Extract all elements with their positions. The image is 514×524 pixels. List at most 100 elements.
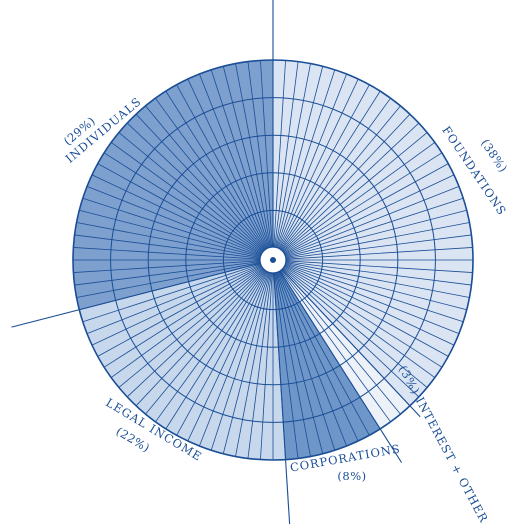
grid-spoke <box>285 222 470 258</box>
grid-spoke <box>285 209 467 258</box>
grid-spoke <box>110 142 263 253</box>
grid-spoke <box>187 271 268 442</box>
grid-spoke <box>284 265 455 346</box>
grid-spoke <box>280 97 391 250</box>
grid-spoke <box>247 272 272 459</box>
grid-spoke <box>280 269 401 415</box>
grid-spoke <box>74 234 261 259</box>
grid-spoke <box>86 264 262 334</box>
grid-spoke <box>275 63 311 248</box>
slice-value-label-corporations: (8%) <box>337 469 366 483</box>
slice-value-label-foundations: (38%) <box>478 136 510 175</box>
grid-spoke <box>285 197 464 257</box>
grid-spoke <box>276 69 336 248</box>
leader-lines <box>11 0 421 524</box>
center-dot <box>270 257 276 263</box>
slice-boundary-line <box>11 262 261 328</box>
grid-spoke <box>118 132 264 253</box>
grid-spoke <box>278 78 359 249</box>
grid-spoke <box>199 271 269 447</box>
grid-spoke <box>274 272 299 459</box>
grid-spoke <box>91 265 262 346</box>
grid-spoke <box>210 69 270 248</box>
grid-spoke <box>260 272 273 460</box>
grid-spoke <box>285 261 472 286</box>
grid-spoke <box>76 222 261 258</box>
grid-spoke <box>284 174 455 255</box>
grid-spoke <box>285 234 472 259</box>
grid-spoke <box>235 272 271 457</box>
slice-boundary-line <box>273 272 291 524</box>
grid-spoke <box>110 267 263 378</box>
grid-spoke <box>279 90 381 250</box>
grid-spoke <box>277 271 347 447</box>
grid-spoke <box>97 163 262 255</box>
grid-spoke <box>126 268 264 398</box>
slice-boundary-line <box>279 270 403 463</box>
grid-spoke <box>285 262 470 298</box>
grid-spoke <box>187 78 268 249</box>
grid-spoke <box>278 271 359 442</box>
grid-spoke <box>278 271 370 436</box>
grid-spoke <box>135 269 265 407</box>
grid-spoke <box>285 263 464 323</box>
grid-spoke <box>135 113 265 251</box>
grid-spoke <box>247 61 272 248</box>
grid-spoke <box>273 60 286 248</box>
grid-spoke <box>165 90 267 250</box>
grid-spoke <box>103 152 263 254</box>
grid-spoke <box>280 270 391 423</box>
pie-slice-interest-other <box>273 260 410 429</box>
grid-spoke <box>82 197 261 257</box>
grid-spoke <box>276 272 336 451</box>
grid-spoke <box>282 132 428 253</box>
grid-spoke <box>284 186 460 256</box>
grid-spoke <box>74 261 261 286</box>
grid-spoke <box>285 260 473 273</box>
grid-spoke <box>165 270 267 430</box>
grid-spoke <box>274 61 299 248</box>
grid-spoke <box>73 260 261 273</box>
grid-spoke <box>82 263 261 323</box>
grid-spoke <box>222 272 271 454</box>
grid-spoke <box>126 122 264 252</box>
grid-spoke <box>285 247 473 260</box>
grid-spoke <box>282 268 420 398</box>
grid-spoke <box>283 267 436 378</box>
grid-spoke <box>118 267 264 388</box>
grid-spoke <box>145 105 266 251</box>
grid-spoke <box>210 272 270 451</box>
grid-spoke <box>284 265 449 357</box>
grid-spoke <box>199 73 269 249</box>
grid-spoke <box>282 122 420 252</box>
grid-spoke <box>235 63 271 248</box>
pie-slice-legal-income <box>79 260 286 461</box>
grid-spoke <box>278 84 370 249</box>
grid-spoke <box>91 174 262 255</box>
grid-spoke <box>79 209 261 258</box>
grid-spoke <box>176 271 268 436</box>
slice-boundary-line <box>281 269 421 418</box>
grid-spoke <box>275 272 324 454</box>
grid-spoke <box>275 66 324 248</box>
grid-spoke <box>222 66 271 248</box>
grid-spoke <box>281 113 411 251</box>
grid-spoke <box>285 262 467 311</box>
grid-spoke <box>283 266 443 368</box>
grid-spoke <box>260 60 273 248</box>
grid-spoke <box>73 247 261 260</box>
grid-spoke <box>97 265 262 357</box>
grid-spoke <box>155 97 266 250</box>
grid-spoke <box>283 142 436 253</box>
grid-spoke <box>283 152 443 254</box>
grid-spoke <box>280 105 401 251</box>
grid-spoke <box>284 163 449 255</box>
grid-spoke <box>275 272 311 457</box>
grid-spoke <box>284 264 460 334</box>
grid-spoke <box>155 270 266 423</box>
grid-spoke <box>282 267 428 388</box>
grid-spoke <box>86 186 262 256</box>
pie-slice-corporations <box>273 260 381 460</box>
grid-spoke <box>103 266 263 368</box>
